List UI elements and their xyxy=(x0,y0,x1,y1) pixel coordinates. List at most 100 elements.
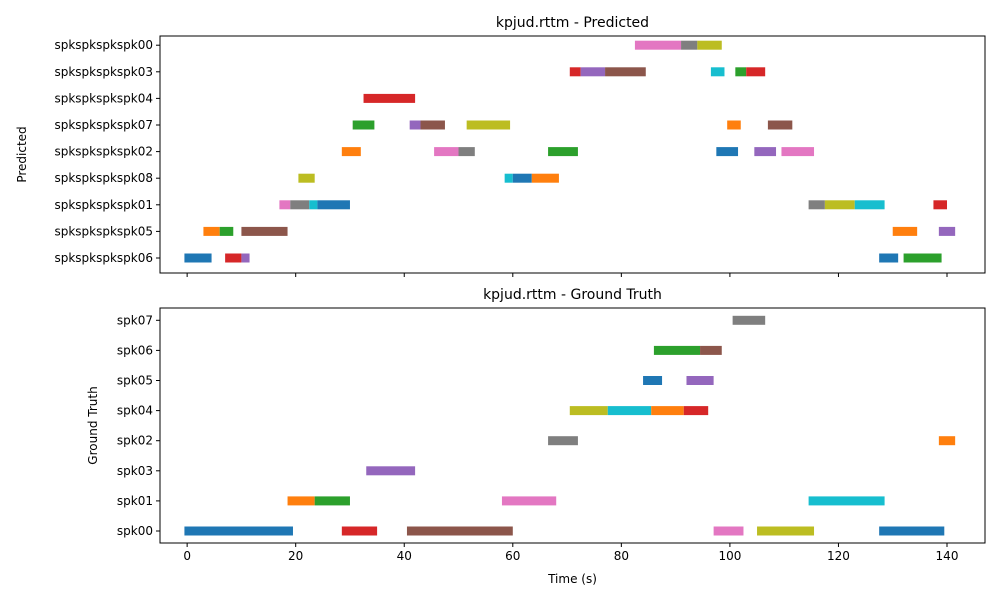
speaker-label: spkspkspkspk08 xyxy=(54,171,153,185)
segment-bar xyxy=(938,226,956,236)
segment-bar xyxy=(903,253,942,263)
predicted-panel: kpjud.rttm - Predicted Predicted spkspks… xyxy=(15,15,986,277)
xtick-label: 80 xyxy=(614,549,629,563)
speaker-label: spk03 xyxy=(117,464,153,478)
segment-bar xyxy=(732,315,766,325)
segment-bar xyxy=(808,200,825,210)
segment-bar xyxy=(653,345,701,355)
segment-bar xyxy=(754,147,777,157)
speaker-label: spkspkspkspk06 xyxy=(54,251,153,265)
segment-bar xyxy=(409,120,421,130)
segment-bar xyxy=(808,496,885,506)
xtick-label: 0 xyxy=(183,549,191,563)
segment-bar xyxy=(634,40,682,50)
segment-bar xyxy=(420,120,445,130)
segment-bar xyxy=(651,406,684,416)
xtick-label: 20 xyxy=(288,549,303,563)
predicted-segments xyxy=(184,40,956,263)
ground-truth-segments xyxy=(184,315,956,536)
segment-bar xyxy=(184,253,212,263)
segment-bar xyxy=(643,376,663,385)
segment-bar xyxy=(933,200,948,210)
xtick-label: 100 xyxy=(718,549,741,563)
segment-bar xyxy=(406,526,513,536)
segment-bar xyxy=(309,200,318,210)
segment-bar xyxy=(727,120,741,130)
segment-bar xyxy=(824,200,855,210)
segment-bar xyxy=(512,173,532,183)
speaker-label: spk00 xyxy=(117,524,153,538)
segment-bar xyxy=(219,226,234,236)
segment-bar xyxy=(317,200,350,210)
segment-bar xyxy=(504,173,513,183)
ground-truth-title: kpjud.rttm - Ground Truth xyxy=(483,287,662,303)
segment-bar xyxy=(363,93,416,103)
ground-truth-panel: kpjud.rttm - Ground Truth Ground Truth T… xyxy=(86,287,986,586)
xtick-label: 120 xyxy=(827,549,850,563)
predicted-speaker-labels: spkspkspkspk06 spkspkspkspk05 spkspkspkspk… xyxy=(54,38,160,265)
segment-bar xyxy=(710,67,725,77)
segment-bar xyxy=(580,67,606,77)
segment-bar xyxy=(548,147,578,157)
segment-bar xyxy=(716,147,739,157)
segment-bar xyxy=(352,120,375,130)
segment-bar xyxy=(892,226,918,236)
ground-truth-axes-frame xyxy=(159,307,986,544)
speaker-label: spk06 xyxy=(117,343,153,357)
x-axis-label: Time (s) xyxy=(547,572,597,586)
segment-bar xyxy=(569,67,581,77)
segment-bar xyxy=(279,200,291,210)
segment-bar xyxy=(686,376,714,385)
segment-bar xyxy=(879,526,945,536)
segment-bar xyxy=(757,526,815,536)
predicted-title: kpjud.rttm - Predicted xyxy=(496,15,649,31)
segment-bar xyxy=(569,406,608,416)
segment-bar xyxy=(531,173,559,183)
segment-bar xyxy=(184,526,293,536)
speaker-label: spk04 xyxy=(117,404,153,418)
segment-bar xyxy=(298,173,315,183)
segment-bar xyxy=(681,40,698,50)
segment-bar xyxy=(466,120,511,130)
segment-bar xyxy=(203,226,220,236)
segment-bar xyxy=(314,496,350,506)
speaker-label: spk05 xyxy=(117,374,153,388)
speaker-label: spkspkspkspk04 xyxy=(54,91,153,105)
segment-bar xyxy=(713,526,744,536)
segment-bar xyxy=(735,67,747,77)
segment-bar xyxy=(697,40,722,50)
speaker-label: spk02 xyxy=(117,434,153,448)
segment-bar xyxy=(683,406,709,416)
segment-bar xyxy=(700,345,722,355)
predicted-axes-frame xyxy=(159,35,986,274)
segment-bar xyxy=(767,120,793,130)
segment-bar xyxy=(341,526,378,536)
ground-truth-xticks: 0 20 40 60 80 100 120 140 xyxy=(183,543,958,563)
segment-bar xyxy=(605,67,646,77)
speaker-label: spkspkspkspk01 xyxy=(54,198,153,212)
speaker-label: spkspkspkspk03 xyxy=(54,65,153,79)
speaker-label: spk01 xyxy=(117,494,153,508)
speaker-label: spkspkspkspk05 xyxy=(54,224,153,238)
xtick-label: 140 xyxy=(936,549,959,563)
segment-bar xyxy=(501,496,557,506)
segment-bar xyxy=(938,436,956,446)
segment-bar xyxy=(458,147,475,157)
speaker-label: spkspkspkspk02 xyxy=(54,145,153,159)
segment-bar xyxy=(241,226,288,236)
segment-bar xyxy=(434,147,459,157)
speaker-label: spkspkspkspk00 xyxy=(54,38,153,52)
segment-bar xyxy=(290,200,310,210)
segment-bar xyxy=(854,200,885,210)
segment-bar xyxy=(225,253,242,263)
segment-bar xyxy=(746,67,766,77)
segment-bar xyxy=(341,147,361,157)
segment-bar xyxy=(366,466,416,476)
speaker-label: spkspkspkspk07 xyxy=(54,118,153,132)
speaker-label: spk07 xyxy=(117,313,153,327)
xtick-label: 40 xyxy=(397,549,412,563)
xtick-label: 60 xyxy=(505,549,520,563)
segment-bar xyxy=(241,253,250,263)
segment-bar xyxy=(607,406,652,416)
